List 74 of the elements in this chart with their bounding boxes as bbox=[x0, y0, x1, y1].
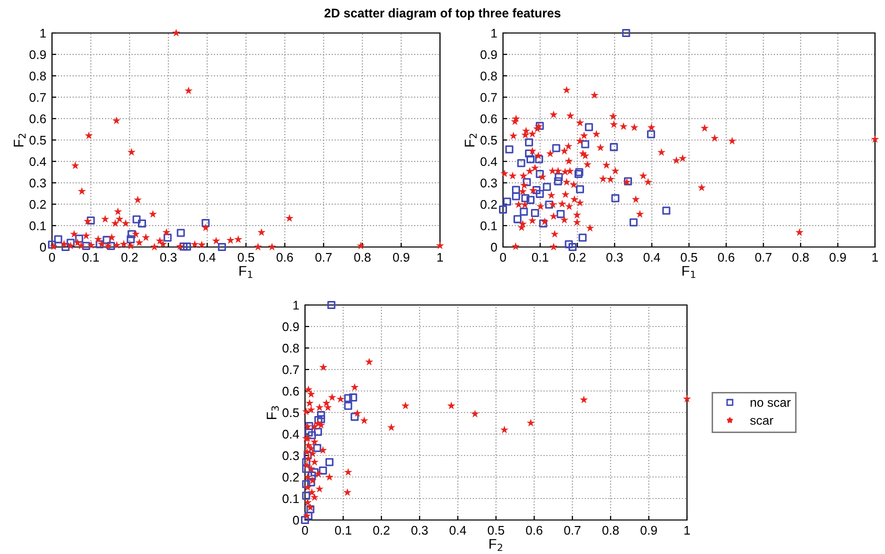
y-tick-label: 1 bbox=[293, 300, 299, 310]
x-tick-label: 0.8 bbox=[792, 252, 809, 262]
y-tick-label: 0.6 bbox=[30, 114, 46, 124]
y-tick-label: 0.3 bbox=[30, 178, 46, 188]
y-tick-label: 0.4 bbox=[30, 157, 46, 166]
legend-label: scar bbox=[750, 418, 774, 425]
x-tick-label: 0.9 bbox=[393, 252, 410, 262]
y-axis-title: F$_{3}$ bbox=[266, 406, 279, 419]
y-axis-title: F$_{2}$ bbox=[14, 134, 26, 146]
y-tick-label: 0.2 bbox=[480, 200, 497, 209]
x-tick-label: 0.1 bbox=[82, 252, 99, 262]
x-tick-label: 0.3 bbox=[160, 252, 177, 262]
y-tick-label: 0.3 bbox=[480, 178, 497, 188]
chart-title: 2D scatter diagram of top three features bbox=[324, 8, 560, 20]
y-tick-label: 0 bbox=[292, 516, 299, 525]
x-tick-label: 0.8 bbox=[354, 252, 371, 262]
x-tick-label: 0.5 bbox=[238, 252, 254, 262]
legend-label: no scar bbox=[750, 400, 791, 407]
y-tick-label: 0.3 bbox=[282, 451, 299, 460]
x-tick-label: 0.8 bbox=[602, 526, 619, 535]
y-tick-label: 1 bbox=[491, 28, 497, 38]
x-tick-label: 0.4 bbox=[644, 252, 660, 262]
x-tick-label: 0.4 bbox=[450, 526, 466, 535]
x-tick-label: 0 bbox=[500, 252, 506, 262]
x-tick-label: 0.6 bbox=[718, 252, 734, 262]
x-tick-label: 0.4 bbox=[199, 252, 216, 262]
x-tick-label: 0.2 bbox=[373, 526, 390, 535]
x-tick-label: 0.9 bbox=[830, 252, 846, 262]
x-tick-label: 0.7 bbox=[564, 526, 580, 535]
y-tick-label: 0.8 bbox=[282, 344, 299, 353]
y-tick-label: 0.4 bbox=[282, 430, 300, 439]
x-tick-label: 0.1 bbox=[335, 526, 352, 535]
y-tick-label: 0.5 bbox=[30, 136, 46, 145]
y-tick-label: 0.1 bbox=[30, 221, 46, 230]
x-tick-label: 1 bbox=[872, 253, 878, 262]
x-tick-label: 0.9 bbox=[640, 526, 657, 535]
y-tick-label: 0 bbox=[40, 242, 46, 252]
x-tick-label: 0.7 bbox=[315, 252, 332, 262]
y-tick-label: 0.6 bbox=[480, 114, 497, 124]
x-tick-label: 0.6 bbox=[276, 252, 293, 262]
y-tick-label: 0.1 bbox=[282, 494, 299, 504]
y-tick-label: 0.2 bbox=[30, 200, 46, 209]
x-tick-label: 0.1 bbox=[532, 252, 548, 262]
y-tick-label: 0.7 bbox=[480, 93, 497, 102]
y-tick-label: 0.8 bbox=[480, 72, 497, 80]
y-tick-label: 0 bbox=[490, 242, 497, 252]
x-tick-label: 0.2 bbox=[569, 252, 586, 262]
y-tick-label: 0.2 bbox=[282, 472, 299, 482]
y-tick-label: 0.1 bbox=[480, 221, 497, 230]
x-tick-label: 0.5 bbox=[680, 252, 698, 262]
y-axis-title: F$_{2}$ bbox=[464, 134, 477, 146]
x-axis-title: F$_{2}$ bbox=[490, 539, 502, 551]
x-axis-title: F$_{1}$ bbox=[682, 266, 696, 278]
x-tick-label: 0 bbox=[302, 526, 308, 535]
y-tick-label: 1 bbox=[40, 28, 46, 38]
y-tick-label: 0.7 bbox=[282, 365, 299, 374]
x-tick-label: 0.3 bbox=[606, 252, 623, 262]
x-tick-label: 0.3 bbox=[411, 526, 428, 535]
y-tick-label: 0.4 bbox=[480, 157, 498, 166]
x-tick-label: 1 bbox=[437, 253, 443, 262]
y-tick-label: 0.9 bbox=[282, 322, 299, 332]
x-tick-label: 1 bbox=[684, 526, 690, 535]
y-tick-label: 0.8 bbox=[30, 72, 46, 80]
x-tick-label: 0.6 bbox=[526, 526, 542, 535]
x-tick-label: 0.2 bbox=[121, 252, 138, 262]
y-tick-label: 0.5 bbox=[480, 136, 497, 145]
x-axis-title: F$_{1}$ bbox=[240, 266, 252, 278]
y-tick-label: 0.5 bbox=[282, 408, 299, 418]
y-tick-label: 0.9 bbox=[480, 50, 497, 60]
y-tick-label: 0.7 bbox=[30, 93, 46, 102]
x-tick-label: 0 bbox=[49, 252, 55, 262]
y-tick-label: 0.9 bbox=[30, 50, 46, 60]
x-tick-label: 0.7 bbox=[755, 252, 772, 262]
y-tick-label: 0.6 bbox=[282, 386, 299, 396]
